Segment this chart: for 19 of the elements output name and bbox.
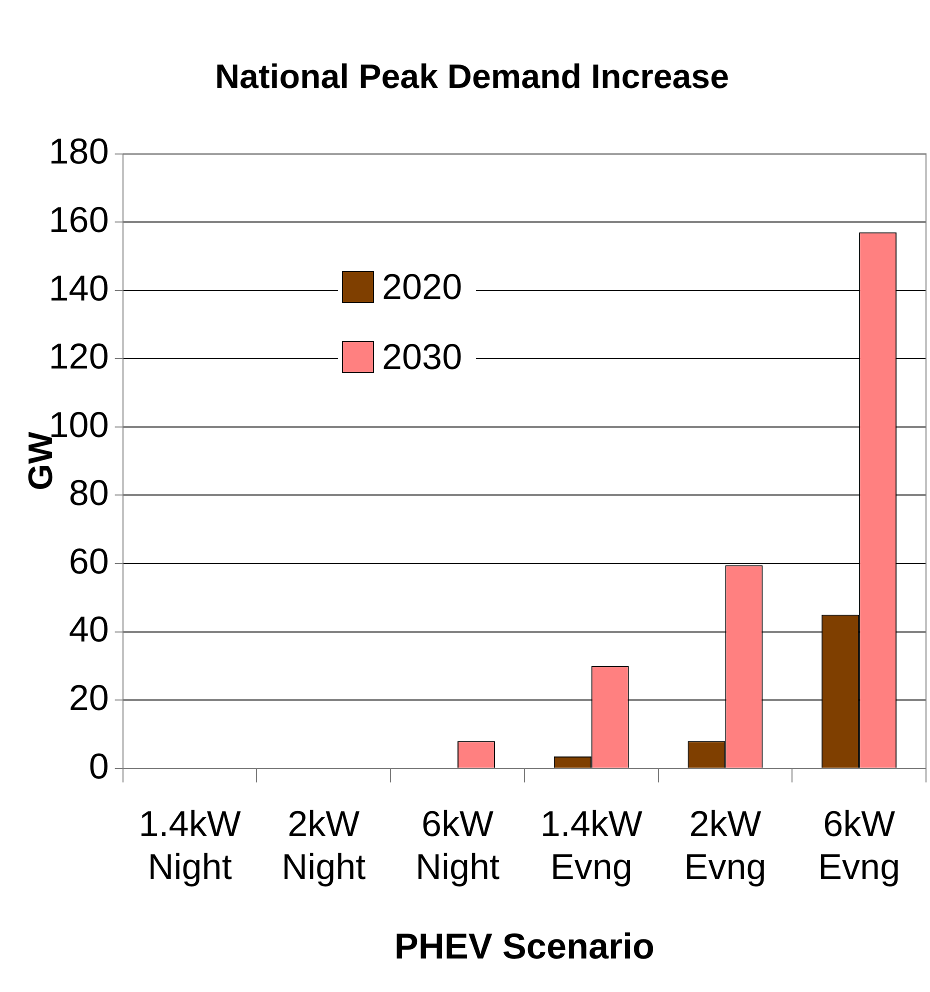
x-tick-label: 6kW Night	[415, 802, 500, 888]
chart-title: National Peak Demand Increase	[214, 58, 730, 96]
y-tick-label: 40	[68, 608, 109, 650]
x-tick-label: 2kW Evng	[684, 802, 766, 888]
x-axis-title: PHEV Scenario	[394, 925, 654, 966]
x-tick-label: 6kW Evng	[818, 802, 900, 888]
y-tick-label: 80	[68, 472, 109, 514]
y-tick-label: 160	[48, 199, 109, 240]
x-tick-label: 1.4kW Night	[138, 802, 241, 888]
y-tick-label: 20	[68, 677, 109, 718]
x-tick-label: 2kW Night	[282, 802, 366, 888]
legend-label: 2020	[382, 266, 462, 308]
y-tick-label: 120	[48, 336, 109, 377]
y-tick-label: 0	[88, 745, 109, 786]
y-tick-label: 180	[48, 130, 109, 172]
x-tick-label: 1.4kW Evng	[540, 802, 642, 888]
y-tick-label: 140	[48, 267, 109, 308]
y-tick-label: 60	[68, 540, 109, 582]
legend-label: 2030	[382, 336, 462, 378]
